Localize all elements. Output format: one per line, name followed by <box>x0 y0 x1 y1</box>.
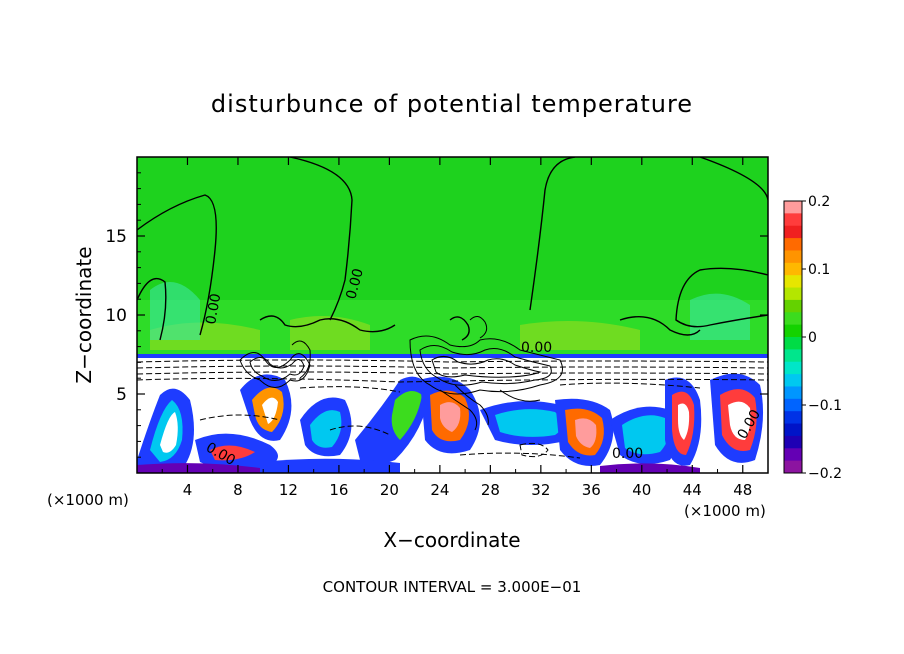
colorbar-swatch <box>784 312 802 326</box>
colorbar-swatch <box>784 275 802 289</box>
x-tick-label: 40 <box>632 481 651 499</box>
contour-label: 0.00 <box>612 446 643 462</box>
x-unit-right: (×1000 m) <box>684 502 766 520</box>
colorbar-swatch <box>784 460 802 474</box>
colorbar-swatch <box>784 386 802 400</box>
y-tick-label: 15 <box>105 227 127 247</box>
x-tick-label: 8 <box>233 481 243 499</box>
colorbar-swatch <box>784 250 802 264</box>
x-tick-label: 36 <box>582 481 601 499</box>
plot-area: 0.00 0.00 0.00 0.00 0.00 0.00 <box>137 157 768 473</box>
x-axis: 4 8 12 16 20 24 28 32 36 40 44 48 <box>161 157 752 499</box>
x-tick-label: 20 <box>380 481 399 499</box>
colorbar-swatch <box>784 411 802 425</box>
contour-clusters <box>239 316 563 431</box>
colorbar-swatch <box>784 423 802 437</box>
colorbar-swatch <box>784 213 802 227</box>
x-axis-title: X−coordinate <box>383 528 520 552</box>
contour-lines-upper <box>137 157 768 341</box>
colorbar-swatch <box>784 398 802 412</box>
x-tick-label: 16 <box>329 481 348 499</box>
x-tick-label: 4 <box>183 481 193 499</box>
contour-lines-dashed <box>137 359 768 459</box>
colorbar-swatch <box>784 324 802 338</box>
interface-line <box>137 354 768 358</box>
y-tick-label: 10 <box>105 306 127 326</box>
y-axis: 5 10 15 <box>105 172 768 458</box>
colorbar-tick-label: −0.2 <box>808 466 842 482</box>
x-tick-label: 48 <box>733 481 752 499</box>
x-tick-label: 32 <box>531 481 550 499</box>
x-unit-left: (×1000 m) <box>47 491 129 509</box>
colorbar-swatch <box>784 337 802 350</box>
colorbar-swatch <box>784 349 802 363</box>
colorbar-swatch <box>784 299 802 313</box>
colorbar-swatch <box>784 262 802 276</box>
colorbar-swatch <box>784 374 802 387</box>
y-tick-label: 5 <box>116 385 127 405</box>
chart-title: disturbunce of potential temperature <box>211 90 693 118</box>
x-tick-label: 12 <box>279 481 298 499</box>
yellowish-patches <box>150 316 640 350</box>
colorbar-swatch <box>784 238 802 251</box>
colorbar <box>783 200 803 474</box>
colorbar-swatch <box>784 361 802 375</box>
colorbar-tick-label: 0.2 <box>808 194 830 210</box>
y-axis-title: Z−coordinate <box>72 246 96 383</box>
x-tick-label: 24 <box>430 481 449 499</box>
contour-interval-note: CONTOUR INTERVAL = 3.000E−01 <box>323 578 582 596</box>
colorbar-swatch <box>784 201 802 214</box>
x-tick-label: 44 <box>683 481 702 499</box>
colorbar-swatch <box>784 435 802 449</box>
x-tick-label: 28 <box>481 481 500 499</box>
colorbar-swatch <box>784 448 802 462</box>
contour-label: 0.00 <box>203 292 224 325</box>
colorbar-swatch <box>784 287 802 301</box>
colorbar-labels: 0.2 0.1 0 −0.1 −0.2 <box>802 194 842 482</box>
contour-label: 0.00 <box>343 267 367 301</box>
colorbar-tick-label: 0.1 <box>808 262 830 278</box>
colorbar-tick-label: 0 <box>808 330 817 346</box>
lower-turbulence <box>137 373 764 473</box>
colorbar-swatch <box>784 225 802 239</box>
contour-label: 0.00 <box>521 340 552 356</box>
colorbar-tick-label: −0.1 <box>808 398 842 414</box>
